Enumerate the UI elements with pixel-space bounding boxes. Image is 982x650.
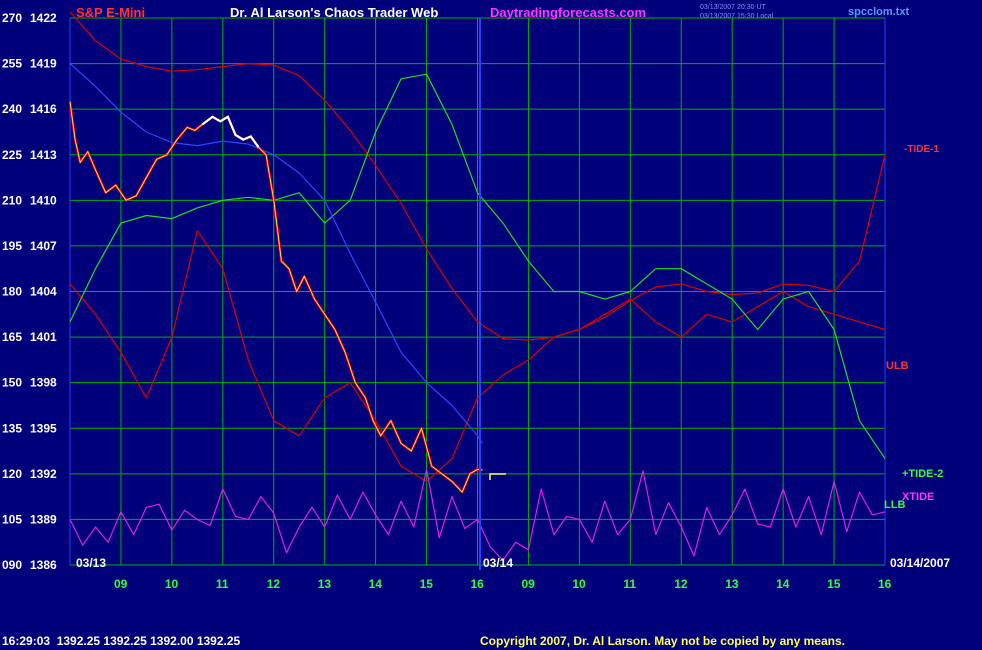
y-tick-left: 240 xyxy=(2,102,22,116)
chart-title: Dr. Al Larson's Chaos Trader Web xyxy=(230,5,438,20)
x-tick-label: 11 xyxy=(623,577,636,591)
x-tick-label: 16 xyxy=(471,577,485,591)
y-tick-right: 1392 xyxy=(30,467,57,481)
label-tide2: +TIDE-2 xyxy=(902,468,943,480)
series-tide-2 xyxy=(69,73,886,459)
y-axis-left: 270 1422 255 1419 240 1416 225 1413 210 1410 195 14… xyxy=(2,11,57,572)
series-ulb xyxy=(69,11,886,341)
y-tick-right: 1386 xyxy=(30,558,57,572)
date-mid: 03/14 xyxy=(483,556,513,570)
y-tick-right: 1389 xyxy=(30,512,57,526)
date-right: 03/14/2007 xyxy=(890,556,950,570)
x-tick-label: 12 xyxy=(267,577,281,591)
x-tick-label: 14 xyxy=(369,577,383,591)
y-tick-right: 1413 xyxy=(30,148,57,162)
x-tick-label: 13 xyxy=(318,577,332,591)
y-tick-right: 1416 xyxy=(30,102,57,116)
y-tick-right: 1419 xyxy=(30,57,57,71)
y-tick-left: 120 xyxy=(2,467,22,481)
x-tick-label: 15 xyxy=(420,577,434,591)
x-tick-label: 14 xyxy=(776,577,790,591)
y-tick-right: 1404 xyxy=(30,285,57,299)
y-tick-right: 1407 xyxy=(30,239,57,253)
y-tick-right: 1401 xyxy=(30,330,57,344)
x-tick-label: 16 xyxy=(878,577,892,591)
date-left: 03/13 xyxy=(76,556,106,570)
y-tick-right: 1395 xyxy=(30,421,57,435)
series-blue-ma xyxy=(69,63,484,444)
x-tick-label: 11 xyxy=(216,577,229,591)
y-tick-left: 090 xyxy=(2,558,22,572)
y-tick-right: 1398 xyxy=(30,376,57,390)
x-tick-label: 12 xyxy=(674,577,688,591)
label-tide1: -TIDE-1 xyxy=(904,144,939,155)
timestamp-ut: 03/13/2007 20:30 UT xyxy=(700,4,766,11)
site-label: Daytradingforecasts.com xyxy=(490,5,646,20)
y-tick-left: 180 xyxy=(2,285,22,299)
label-ulb: ULB xyxy=(886,360,909,372)
x-tick-label: 15 xyxy=(827,577,841,591)
timestamp-local: 03/13/2007 15:30 Local xyxy=(700,13,774,20)
x-axis: 09 10 11 12 13 14 15 16 09 10 11 12 13 14 15 16 xyxy=(114,577,892,591)
quote-line: 16:29:03 1392.25 1392.25 1392.00 1392.25 xyxy=(2,634,241,648)
y-tick-left: 105 xyxy=(2,512,22,526)
x-tick-label: 13 xyxy=(725,577,739,591)
y-tick-left: 150 xyxy=(2,376,22,390)
label-xtide: XTIDE xyxy=(902,491,934,503)
copyright: Copyright 2007, Dr. Al Larson. May not b… xyxy=(480,634,845,648)
instrument-label: S&P E-Mini xyxy=(76,5,145,20)
y-tick-left: 270 xyxy=(2,11,22,25)
series-layer xyxy=(68,11,886,562)
file-name: spcclom.txt xyxy=(848,6,909,18)
y-tick-left: 165 xyxy=(2,330,22,344)
x-tick-label: 09 xyxy=(114,577,128,591)
label-llb: LLB xyxy=(884,499,905,511)
grid-lines xyxy=(69,17,886,566)
y-tick-left: 195 xyxy=(2,239,22,253)
y-tick-left: 255 xyxy=(2,57,22,71)
last-price-marker xyxy=(489,473,506,480)
y-tick-left: 135 xyxy=(2,421,22,435)
x-tick-label: 09 xyxy=(521,577,535,591)
series-llb xyxy=(69,230,886,482)
series-price-overlay xyxy=(69,101,483,493)
series-price-high-segment xyxy=(201,115,260,148)
y-tick-right: 1422 xyxy=(30,11,57,25)
y-tick-right: 1410 xyxy=(30,193,57,207)
y-tick-left: 210 xyxy=(2,193,22,207)
x-tick-label: 10 xyxy=(572,577,586,591)
series-xtide xyxy=(69,468,886,562)
y-tick-left: 225 xyxy=(2,148,22,162)
x-tick-label: 10 xyxy=(165,577,179,591)
